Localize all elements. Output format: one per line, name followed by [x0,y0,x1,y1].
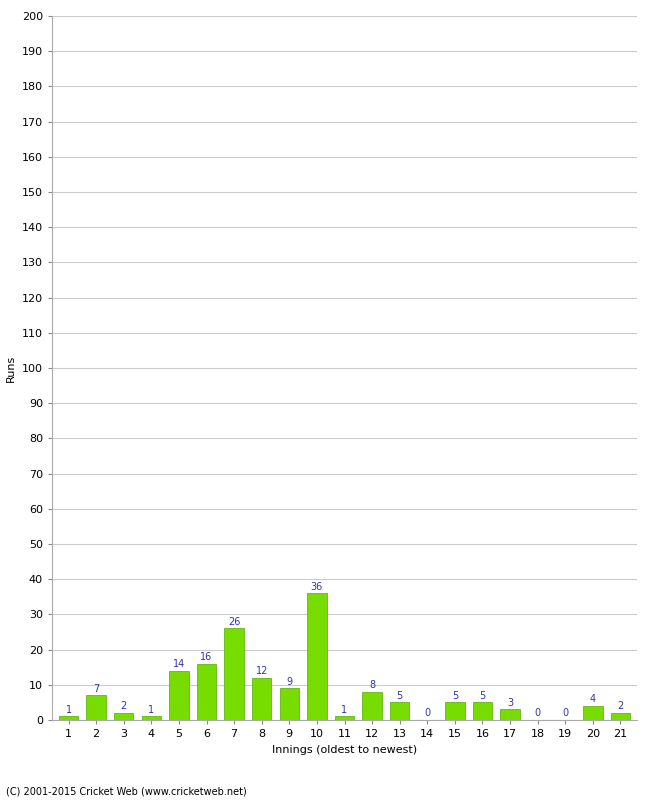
Bar [142,717,161,720]
Bar [59,717,78,720]
Bar [280,688,299,720]
Text: 7: 7 [93,683,99,694]
Text: 1: 1 [341,705,348,714]
Text: 5: 5 [452,690,458,701]
Text: 4: 4 [590,694,596,704]
Bar [500,710,520,720]
Bar [363,692,382,720]
Text: 16: 16 [200,652,213,662]
Bar [473,702,492,720]
Text: 2: 2 [121,701,127,711]
Bar [86,695,106,720]
Text: 0: 0 [534,708,541,718]
Bar [611,713,630,720]
Bar [445,702,465,720]
Text: (C) 2001-2015 Cricket Web (www.cricketweb.net): (C) 2001-2015 Cricket Web (www.cricketwe… [6,786,247,796]
Text: 14: 14 [173,659,185,669]
Text: 2: 2 [618,701,623,711]
Y-axis label: Runs: Runs [6,354,16,382]
Text: 9: 9 [286,677,292,686]
Bar [252,678,272,720]
Bar [583,706,603,720]
Text: 3: 3 [507,698,513,708]
Bar [114,713,133,720]
Bar [390,702,410,720]
Text: 0: 0 [424,708,430,718]
Bar [307,594,326,720]
Text: 0: 0 [562,708,568,718]
Text: 8: 8 [369,680,375,690]
Text: 1: 1 [148,705,155,714]
Bar [169,670,188,720]
X-axis label: Innings (oldest to newest): Innings (oldest to newest) [272,745,417,754]
Bar [335,717,354,720]
Text: 36: 36 [311,582,323,591]
Text: 1: 1 [66,705,72,714]
Text: 12: 12 [255,666,268,676]
Bar [197,664,216,720]
Text: 26: 26 [228,617,240,626]
Text: 5: 5 [396,690,403,701]
Text: 5: 5 [479,690,486,701]
Bar [224,629,244,720]
